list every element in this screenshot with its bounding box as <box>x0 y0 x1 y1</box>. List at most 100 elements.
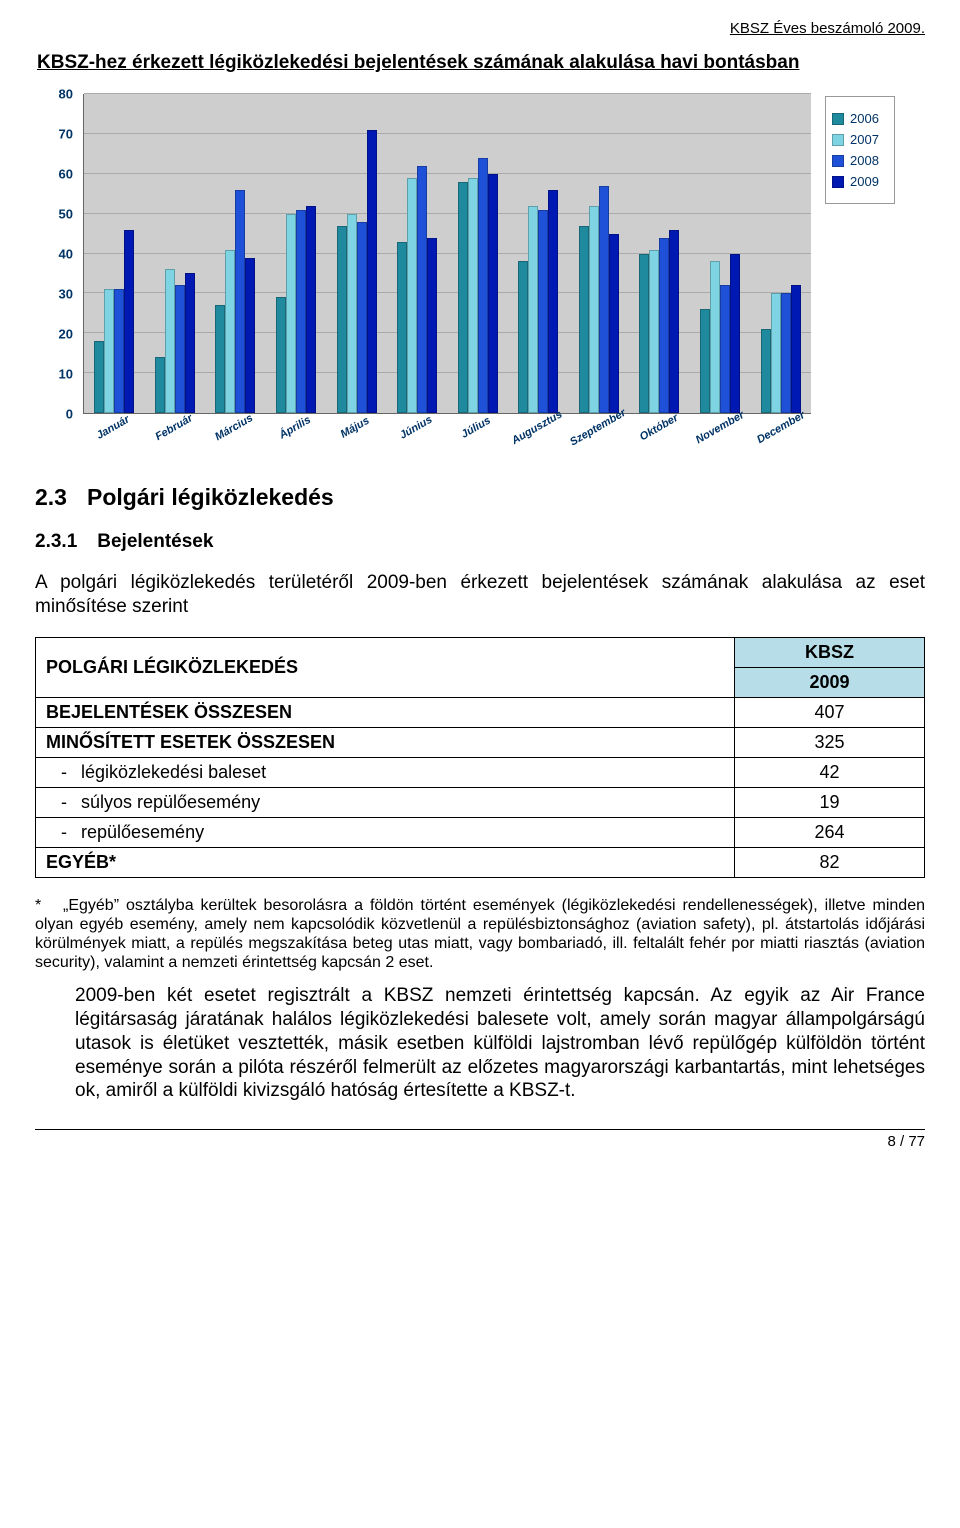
bar-2007 <box>104 289 114 413</box>
table-row: repülőesemény264 <box>36 817 925 847</box>
bar-2007 <box>468 178 478 413</box>
bar-2007 <box>649 250 659 413</box>
page-footer: 8 / 77 <box>35 1129 925 1150</box>
bar-2009 <box>548 190 558 413</box>
bar-2006 <box>518 261 528 413</box>
legend-label: 2006 <box>850 111 879 126</box>
chart-bars <box>84 94 811 413</box>
table-row-value: 325 <box>735 727 925 757</box>
y-tick: 30 <box>59 287 73 302</box>
legend-label: 2009 <box>850 174 879 189</box>
chart-plot <box>83 94 811 414</box>
chart-x-labels: JanuárFebruárMárciusÁprilisMájusJúniusJú… <box>83 416 811 454</box>
month-group <box>690 94 751 413</box>
table-row: EGYÉB*82 <box>36 847 925 877</box>
y-tick: 80 <box>59 87 73 102</box>
legend-swatch <box>832 113 844 125</box>
bar-2009 <box>245 258 255 414</box>
month-group <box>569 94 630 413</box>
bar-2007 <box>771 293 781 413</box>
bar-2006 <box>639 254 649 414</box>
heading-2-3-1: 2.3.1 Bejelentések <box>35 531 925 553</box>
bar-2006 <box>700 309 710 413</box>
bar-2008 <box>357 222 367 413</box>
legend-item: 2008 <box>832 153 888 168</box>
bar-2008 <box>599 186 609 413</box>
table-header-year: 2009 <box>735 667 925 697</box>
table-row-label: MINŐSÍTETT ESETEK ÖSSZESEN <box>36 727 735 757</box>
heading-number: 2.3 <box>35 484 67 511</box>
y-tick: 50 <box>59 207 73 222</box>
month-group <box>629 94 690 413</box>
bar-2007 <box>225 250 235 413</box>
table-row-value: 264 <box>735 817 925 847</box>
chart-y-axis: 01020304050607080 <box>45 94 77 414</box>
bar-2009 <box>367 130 377 413</box>
month-group <box>750 94 811 413</box>
footnote-marker: * <box>35 896 63 915</box>
table-row-value: 19 <box>735 787 925 817</box>
bar-2008 <box>175 285 185 413</box>
month-group <box>387 94 448 413</box>
table-row-value: 42 <box>735 757 925 787</box>
y-tick: 70 <box>59 127 73 142</box>
bar-2007 <box>528 206 538 413</box>
monthly-reports-chart: 01020304050607080 JanuárFebruárMárciusÁp… <box>45 94 895 454</box>
legend-item: 2009 <box>832 174 888 189</box>
bar-2009 <box>488 174 498 413</box>
bar-2007 <box>589 206 599 413</box>
y-tick: 20 <box>59 327 73 342</box>
bar-2008 <box>659 238 669 413</box>
table-row-value: 82 <box>735 847 925 877</box>
month-group <box>205 94 266 413</box>
bar-2006 <box>458 182 468 413</box>
table-row: BEJELENTÉSEK ÖSSZESEN407 <box>36 697 925 727</box>
y-tick: 0 <box>66 407 73 422</box>
footnote-text: „Egyéb” osztályba kerültek besorolásra a… <box>35 897 925 972</box>
chart-legend: 2006200720082009 <box>825 96 895 204</box>
bar-2006 <box>397 242 407 413</box>
bar-2009 <box>306 206 316 413</box>
bar-2008 <box>235 190 245 413</box>
bar-2006 <box>337 226 347 413</box>
legend-label: 2008 <box>850 153 879 168</box>
table-row: légiközlekedési baleset42 <box>36 757 925 787</box>
legend-swatch <box>832 176 844 188</box>
bar-2008 <box>538 210 548 413</box>
month-group <box>84 94 145 413</box>
heading-text: Polgári légiközlekedés <box>87 484 334 511</box>
bar-2006 <box>276 297 286 413</box>
bar-2009 <box>185 273 195 413</box>
bar-2006 <box>94 341 104 413</box>
table-row-label: repülőesemény <box>36 817 735 847</box>
table-row: MINŐSÍTETT ESETEK ÖSSZESEN325 <box>36 727 925 757</box>
bar-2008 <box>478 158 488 413</box>
legend-swatch <box>832 134 844 146</box>
bar-2008 <box>720 285 730 413</box>
bar-2007 <box>407 178 417 413</box>
table-row-label: súlyos repülőesemény <box>36 787 735 817</box>
y-tick: 40 <box>59 247 73 262</box>
page-header-right: KBSZ Éves beszámoló 2009. <box>35 20 925 37</box>
bar-2006 <box>761 329 771 413</box>
table-row: súlyos repülőesemény19 <box>36 787 925 817</box>
heading-number: 2.3.1 <box>35 531 77 553</box>
month-group <box>447 94 508 413</box>
month-group <box>326 94 387 413</box>
bar-2009 <box>730 254 740 414</box>
month-group <box>145 94 206 413</box>
bar-2009 <box>427 238 437 413</box>
bar-2009 <box>791 285 801 413</box>
bar-2006 <box>215 305 225 413</box>
bar-2007 <box>286 214 296 413</box>
bar-2007 <box>710 261 720 413</box>
body-paragraph: 2009-ben két esetet regisztrált a KBSZ n… <box>75 984 925 1103</box>
bar-2007 <box>165 269 175 413</box>
y-tick: 10 <box>59 367 73 382</box>
bar-2009 <box>609 234 619 413</box>
bar-2008 <box>417 166 427 413</box>
bar-2009 <box>124 230 134 413</box>
month-group <box>508 94 569 413</box>
bar-2007 <box>347 214 357 413</box>
table-header-left: POLGÁRI LÉGIKÖZLEKEDÉS <box>36 637 735 697</box>
